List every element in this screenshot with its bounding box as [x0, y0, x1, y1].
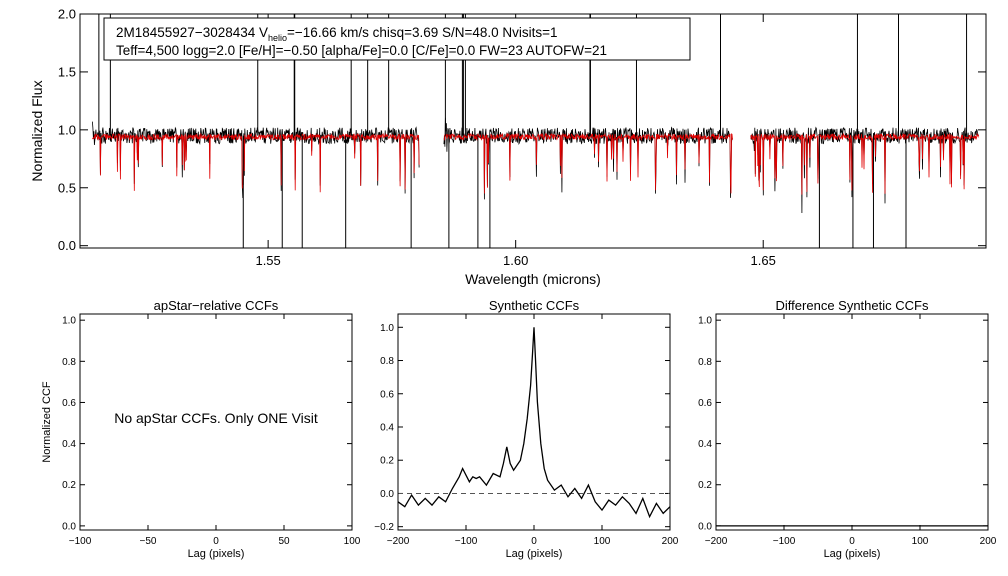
- x-tick-label: 0: [849, 536, 855, 547]
- difference-ccf-title: Difference Synthetic CCFs: [776, 298, 929, 313]
- x-tick-label: 200: [980, 536, 997, 547]
- model-spectrum-chip-2: [443, 132, 733, 194]
- spectrum-y-label: Normalized Flux: [29, 80, 45, 181]
- x-tick-label: −50: [140, 536, 157, 547]
- y-tick-label: 0.2: [380, 456, 394, 467]
- apstar-ccf-panel: −100 −50 0 50 100 0.0 0.2 0.4 0.6 0.8 1.0 apStar−r…: [41, 298, 361, 560]
- y-tick-label: 0.0: [58, 238, 76, 253]
- y-tick-label: 0.8: [62, 357, 76, 368]
- y-tick-label: −0.2: [374, 522, 394, 533]
- y-tick-label: 0.0: [62, 521, 76, 532]
- apstar-ccf-x-label: Lag (pixels): [188, 548, 245, 560]
- apstar-ccf-title: apStar−relative CCFs: [154, 298, 279, 313]
- y-tick-label: 1.0: [62, 316, 76, 327]
- difference-ccf-panel: −200 −100 0 100 200 0.0 0.2 0.4 0.6 0.8 1.0 Differ…: [698, 298, 997, 560]
- y-tick-label: 1.0: [380, 323, 394, 334]
- y-tick-label: 0.8: [380, 356, 394, 367]
- apstar-ccf-tick-labels: −100 −50 0 50 100 0.0 0.2 0.4 0.6 0.8 1.0: [62, 316, 361, 547]
- spectrum-frame: [79, 13, 987, 249]
- y-tick-label: 2.0: [58, 7, 76, 22]
- x-tick-label: 1.60: [503, 253, 528, 268]
- y-tick-label: 0.4: [62, 439, 76, 450]
- synthetic-ccf-title: Synthetic CCFs: [489, 298, 580, 313]
- spectrum-panel: 1.55 1.60 1.65 0.0 0.5 1.0 1.5 2.0 Wavelength (…: [29, 7, 987, 287]
- y-tick-label: 0.0: [380, 489, 394, 500]
- synthetic-ccf-x-label: Lag (pixels): [506, 548, 563, 560]
- x-tick-label: 200: [662, 536, 679, 547]
- x-tick-label: 100: [912, 536, 929, 547]
- x-tick-label: −100: [69, 536, 92, 547]
- info-subscript: helio: [268, 33, 287, 43]
- x-tick-label: 0: [213, 536, 219, 547]
- apstar-ccf-frame: [79, 313, 353, 531]
- y-tick-label: 0.6: [698, 398, 712, 409]
- y-tick-label: 1.0: [698, 316, 712, 327]
- info-line-1b: =−16.66 km/s chisq=3.69 S/N=48.0 Nvisits…: [287, 25, 558, 40]
- info-box: [103, 17, 691, 61]
- difference-ccf-tick-labels: −200 −100 0 100 200 0.0 0.2 0.4 0.6 0.8 1.0: [698, 316, 997, 547]
- y-tick-label: 0.2: [62, 480, 76, 491]
- x-tick-label: 100: [594, 536, 611, 547]
- observed-spectrum-chip-1: [92, 121, 420, 199]
- x-tick-label: −100: [455, 536, 478, 547]
- y-tick-label: 0.4: [380, 422, 394, 433]
- y-tick-label: 0.2: [698, 480, 712, 491]
- x-tick-label: 50: [278, 536, 290, 547]
- apstar-ccf-message: No apStar CCFs. Only ONE Visit: [114, 410, 318, 426]
- y-tick-label: 1.0: [58, 122, 76, 137]
- apstar-ccf-y-label: Normalized CCF: [41, 381, 53, 463]
- model-spectrum-chip-1: [92, 132, 420, 193]
- info-line-2: Teff=4,500 logg=2.0 [Fe/H]=−0.50 [alpha/…: [116, 43, 607, 58]
- info-line-1: 2M18455927−3028434 Vhelio=−16.66 km/s ch…: [116, 25, 558, 43]
- spectrum-ticks: [80, 13, 986, 248]
- y-tick-label: 1.5: [58, 64, 76, 79]
- spectrum-x-label: Wavelength (microns): [465, 271, 601, 287]
- synthetic-ccf-line: [397, 327, 671, 519]
- y-tick-label: 0.0: [698, 521, 712, 532]
- x-tick-label: −200: [387, 536, 410, 547]
- y-tick-label: 0.6: [62, 398, 76, 409]
- x-tick-label: −200: [705, 536, 728, 547]
- spectrum-tick-labels: 1.55 1.60 1.65 0.0 0.5 1.0 1.5 2.0: [58, 7, 776, 268]
- x-tick-label: −100: [773, 536, 796, 547]
- x-tick-label: 100: [344, 536, 361, 547]
- y-tick-label: 0.4: [698, 439, 712, 450]
- y-tick-label: 0.8: [698, 357, 712, 368]
- synthetic-ccf-tick-labels: −200 −100 0 100 200 −0.2 0.0 0.2 0.4 0.6 0.8 1.0: [374, 323, 679, 547]
- x-tick-label: 1.55: [255, 253, 280, 268]
- synthetic-ccf-frame: [397, 313, 671, 531]
- spectrum-lines: [92, 14, 979, 248]
- x-tick-label: 0: [531, 536, 537, 547]
- difference-ccf-frame: [715, 313, 989, 531]
- synthetic-ccf-lines: [397, 327, 671, 519]
- x-tick-label: 1.65: [751, 253, 776, 268]
- y-tick-label: 0.6: [380, 389, 394, 400]
- synthetic-ccf-panel: −200 −100 0 100 200 −0.2 0.0 0.2 0.4 0.6 0.8 1.0 Sy…: [374, 298, 679, 560]
- model-spectrum-chip-3: [750, 132, 979, 195]
- difference-ccf-ticks: [715, 314, 989, 530]
- info-line-1a: 2M18455927−3028434 V: [116, 25, 268, 40]
- difference-ccf-x-label: Lag (pixels): [824, 548, 881, 560]
- y-tick-label: 0.5: [58, 180, 76, 195]
